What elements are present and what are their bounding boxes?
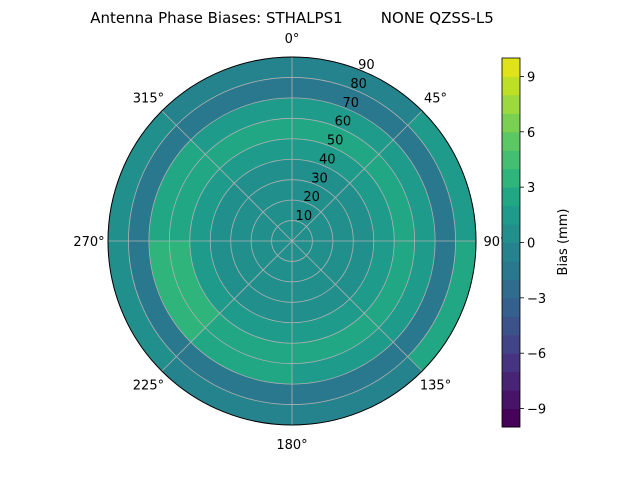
colorbar-level — [502, 408, 520, 428]
colorbar-level — [502, 260, 520, 280]
theta-tick-label: 180° — [276, 438, 307, 453]
r-tick-label: 80 — [350, 77, 367, 92]
colorbar-level — [502, 224, 520, 243]
colorbar-tick-label: −3 — [527, 292, 546, 307]
colorbar-level — [502, 242, 520, 262]
colorbar-level — [502, 76, 520, 96]
polar-grid — [107, 56, 477, 426]
colorbar-tick-label: −6 — [527, 347, 546, 362]
theta-tick-label: 0° — [285, 32, 300, 47]
theta-tick-label: 315° — [133, 91, 164, 106]
colorbar-label: Bias (mm) — [556, 209, 571, 276]
r-tick-label: 30 — [311, 171, 328, 186]
colorbar-level — [502, 390, 520, 410]
r-tick-label: 10 — [296, 209, 313, 224]
colorbar-level — [502, 150, 520, 170]
colorbar-tick-label: −9 — [527, 403, 546, 418]
theta-tick-label: 225° — [133, 379, 164, 394]
r-tick-label: 60 — [335, 115, 352, 130]
colorbar-level — [502, 94, 520, 114]
colorbar-level — [502, 187, 520, 207]
colorbar-level — [502, 353, 520, 373]
theta-gridline — [161, 110, 293, 242]
colorbar-level — [502, 113, 520, 133]
polar-frame — [107, 56, 477, 426]
theta-gridline — [291, 110, 423, 242]
theta-tick-label: 90° — [483, 235, 506, 250]
colorbar-level — [502, 297, 520, 317]
colorbar-tick-label: 3 — [527, 181, 535, 196]
colorbar-tick-label: 0 — [527, 237, 535, 252]
theta-gridline — [291, 240, 423, 372]
colorbar-level — [502, 316, 520, 336]
colorbar-tick-label: 9 — [527, 70, 535, 85]
colorbar-level — [502, 334, 520, 354]
colorbar-level — [502, 168, 520, 188]
theta-gridline — [161, 240, 293, 372]
r-tick-labels: 10 20 30 40 50 60 70 80 90 — [296, 58, 375, 224]
theta-tick-label: 45° — [424, 91, 447, 106]
r-tick-label: 20 — [303, 190, 320, 205]
colorbar-tick-label: 6 — [527, 126, 535, 141]
colorbar-level — [502, 371, 520, 391]
r-tick-label: 70 — [342, 96, 359, 111]
colorbar-level — [502, 279, 520, 299]
colorbar: −9 −6 −3 0 3 6 9 — [501, 57, 546, 428]
colorbar-level — [502, 131, 520, 151]
chart-title: Antenna Phase Biases: STHALPS1 NONE QZSS… — [90, 9, 494, 27]
theta-tick-labels: 0° 45° 90° 135° 180° 225° 270° 315° — [73, 32, 506, 453]
theta-tick-label: 270° — [73, 235, 104, 250]
theta-tick-label: 135° — [420, 379, 451, 394]
r-tick-label: 50 — [327, 134, 344, 149]
r-tick-label: 40 — [319, 152, 336, 167]
colorbar-level — [502, 205, 520, 225]
colorbar-level — [502, 58, 520, 77]
r-tick-label: 90 — [358, 58, 375, 73]
